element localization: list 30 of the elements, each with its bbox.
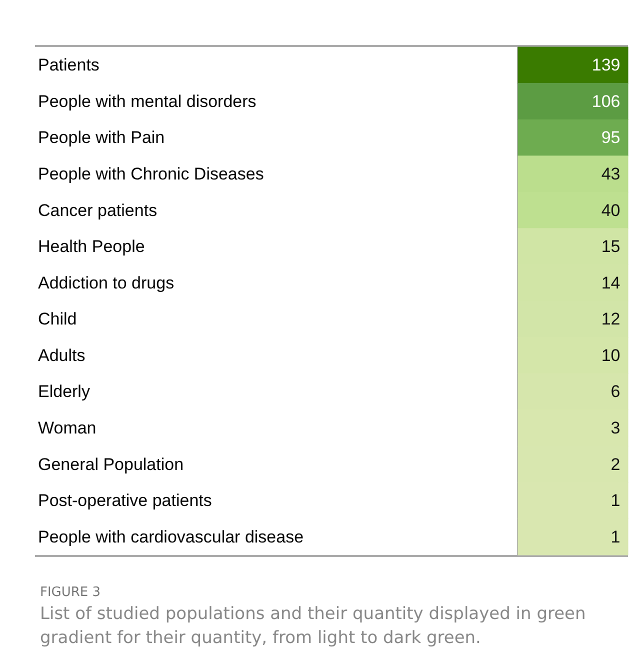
y-tick-label: Post-operative patients (38, 491, 212, 510)
y-tick-label: Adults (38, 346, 86, 365)
y-tick-label: People with cardiovascular disease (38, 527, 304, 546)
data-label: 106 (592, 92, 620, 111)
y-tick-label: General Population (38, 454, 184, 474)
data-label: 6 (610, 382, 620, 402)
y-tick-label: Child (38, 310, 77, 329)
y-tick-label: Woman (38, 418, 96, 438)
data-label: 3 (610, 418, 620, 438)
y-tick-label: People with Pain (38, 128, 165, 148)
y-tick-label: Patients (38, 56, 100, 75)
y-tick-label: People with Chronic Diseases (38, 164, 264, 184)
data-label: 1 (610, 527, 620, 546)
data-label: 15 (601, 237, 620, 256)
data-label: 14 (601, 273, 620, 292)
data-label: 95 (601, 128, 620, 148)
data-label: 1 (610, 491, 620, 510)
y-tick-label: Elderly (38, 382, 90, 402)
text: List of studied populations and their quantity displayed in green gradient for their quantity, from light to dark green. (40, 603, 587, 650)
data-label: 40 (601, 200, 620, 220)
data-label: 139 (592, 56, 620, 75)
y-tick-label: Health People (38, 237, 145, 256)
data-label: 43 (601, 164, 620, 184)
y-tick-label: Addiction to drugs (38, 273, 174, 292)
data-label: 12 (601, 310, 620, 329)
text: FIGURE 3 (40, 585, 101, 600)
data-label: 2 (610, 454, 620, 474)
y-tick-label: People with mental disorders (38, 92, 256, 111)
data-label: 10 (601, 346, 620, 365)
y-tick-label: Cancer patients (38, 200, 158, 220)
